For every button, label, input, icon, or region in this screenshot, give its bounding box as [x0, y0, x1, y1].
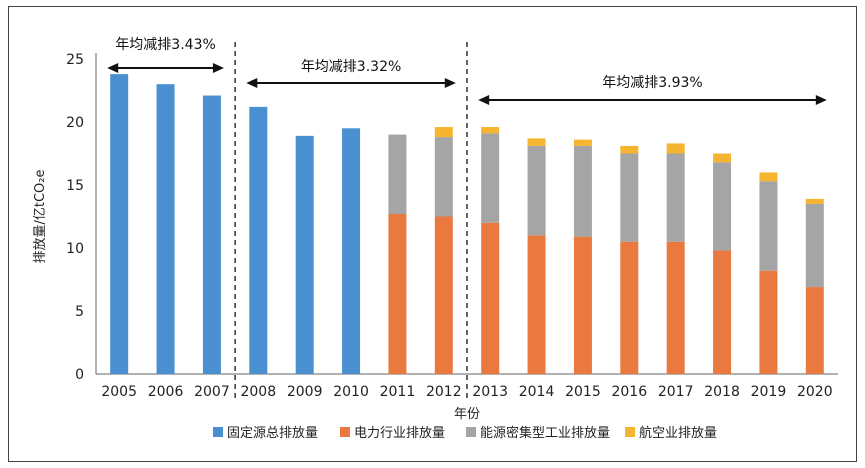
bar-segment-3: [620, 153, 639, 242]
bar-segment-3: [527, 145, 546, 236]
bar-segment-4: [481, 127, 500, 134]
x-tick-label: 2010: [333, 384, 369, 400]
x-tick-label: 2007: [194, 384, 230, 400]
x-tick-label: 2008: [240, 384, 276, 400]
bar-segment-4: [573, 139, 592, 146]
x-tick-label: 2006: [148, 384, 184, 400]
legend-swatch-4: [625, 427, 635, 437]
bar-segment-2: [620, 241, 639, 374]
legend-label-4: 航空业排放量: [639, 425, 717, 441]
arrowhead-right: [815, 95, 827, 105]
y-tick-label: 0: [75, 367, 84, 383]
bar-segment-4: [620, 145, 639, 154]
x-tick-label: 2012: [426, 384, 462, 400]
x-tick-label: 2017: [658, 384, 694, 400]
bar-segment-3: [481, 133, 500, 223]
x-tick-label: 2011: [380, 384, 416, 400]
arrowhead-left: [478, 95, 490, 105]
x-tick-label: 2019: [751, 384, 787, 400]
arrowhead-left: [107, 63, 119, 73]
y-tick-label: 25: [66, 52, 84, 68]
bar-segment-3: [713, 162, 732, 251]
bar-segment-2: [434, 216, 453, 374]
bar-segment-2: [388, 213, 407, 374]
y-tick-label: 20: [66, 115, 84, 131]
bar-segment-1: [342, 128, 361, 374]
y-tick-label: 15: [66, 178, 84, 194]
bar-segment-2: [481, 222, 500, 374]
annotation-label: 年均减排3.32%: [301, 59, 401, 75]
annotation-label: 年均减排3.93%: [602, 75, 702, 91]
bar-segment-2: [666, 241, 685, 374]
arrowhead-right: [444, 78, 456, 88]
bar-segment-3: [805, 203, 824, 288]
legend-label-2: 电力行业排放量: [354, 426, 445, 441]
x-tick-label: 2014: [519, 384, 555, 400]
legend-label-1: 固定源总排放量: [227, 426, 318, 441]
y-axis-label: 排放量/亿tCO₂e: [33, 170, 48, 264]
arrowhead-left: [246, 78, 258, 88]
x-tick-label: 2005: [101, 384, 137, 400]
bar-segment-1: [156, 84, 175, 374]
bar-segment-1: [110, 74, 129, 375]
y-tick-label: 5: [75, 304, 84, 320]
legend-label-3: 能源密集型工业排放量: [480, 425, 610, 441]
bar-segment-2: [527, 235, 546, 374]
bar-segment-2: [713, 250, 732, 374]
x-tick-label: 2016: [611, 384, 647, 400]
bar-segment-4: [666, 143, 685, 154]
bar-segment-4: [527, 138, 546, 146]
bar-segment-1: [202, 95, 221, 374]
x-tick-label: 2009: [287, 384, 323, 400]
x-tick-label: 2015: [565, 384, 601, 400]
bar-segment-4: [759, 172, 778, 182]
legend-swatch-2: [340, 427, 350, 437]
y-tick-label: 10: [66, 241, 84, 257]
x-tick-label: 2020: [797, 384, 833, 400]
bar-segment-4: [713, 153, 732, 163]
bar-segment-3: [666, 153, 685, 242]
legend-swatch-1: [213, 427, 223, 437]
bar-segment-4: [805, 198, 824, 204]
legend-swatch-3: [466, 427, 476, 437]
bar-segment-2: [759, 270, 778, 374]
bar-segment-2: [805, 287, 824, 374]
bar-segment-3: [759, 181, 778, 271]
bar-segment-4: [434, 127, 453, 138]
arrowhead-right: [212, 63, 224, 73]
bar-segment-3: [434, 137, 453, 217]
x-tick-label: 2013: [472, 384, 508, 400]
bar-segment-1: [295, 135, 314, 374]
x-axis-label: 年份: [454, 407, 480, 422]
annotation-label: 年均减排3.43%: [115, 37, 215, 53]
bar-segment-3: [388, 134, 407, 214]
bar-segment-1: [249, 106, 268, 374]
bar-segment-3: [573, 145, 592, 237]
bar-segment-2: [573, 236, 592, 374]
x-tick-label: 2018: [704, 384, 740, 400]
